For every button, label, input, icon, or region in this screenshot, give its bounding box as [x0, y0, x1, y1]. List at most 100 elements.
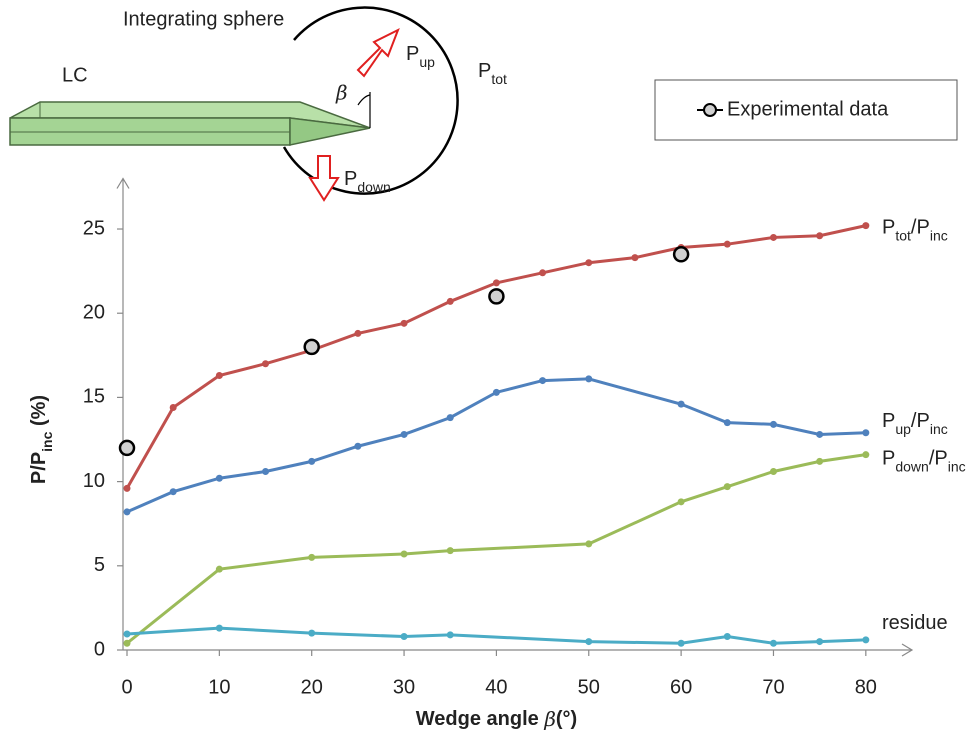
point: [262, 468, 269, 475]
label-part: inc: [930, 420, 948, 436]
legend-marker: [704, 104, 716, 116]
label-part: P: [882, 217, 895, 239]
point: [447, 631, 454, 638]
label-part: Wedge angle: [416, 708, 545, 730]
point: [816, 458, 823, 465]
point: [308, 458, 315, 465]
up-arrow: [358, 30, 398, 76]
chart: Integrating sphere LC β Pup​ Ptot​ Pdown…: [0, 0, 978, 735]
y-tick-label: 20: [83, 301, 105, 323]
point: [770, 421, 777, 428]
point: [585, 540, 592, 547]
x-tick-label: 70: [762, 676, 784, 698]
label-part: /P: [911, 410, 930, 432]
point: [216, 625, 223, 632]
point: [585, 638, 592, 645]
series-line: [127, 379, 866, 512]
label-part: tot: [895, 227, 911, 243]
point: [401, 551, 408, 558]
point: [770, 640, 777, 647]
series-label: residue: [882, 612, 948, 634]
point: [216, 566, 223, 573]
label-part: down: [895, 458, 928, 474]
label-part: P: [406, 43, 419, 65]
point: [401, 320, 408, 327]
point: [124, 508, 131, 515]
label-part: /P: [929, 448, 948, 470]
series-label: Pdown​/Pinc​: [882, 448, 966, 474]
x-tick-label: 50: [578, 676, 600, 698]
experimental-point: [305, 340, 319, 354]
series-label: Ptot​/Pinc​: [882, 217, 948, 243]
label-part: inc: [39, 431, 55, 451]
label-part: tot: [491, 71, 507, 87]
point: [308, 554, 315, 561]
down-arrow: [310, 156, 338, 200]
label-part: inc: [948, 458, 966, 474]
point: [585, 259, 592, 266]
series-line: [127, 628, 866, 643]
label-part: (°): [556, 708, 577, 730]
label-part: down: [357, 179, 390, 195]
sphere: [284, 8, 458, 194]
x-tick-label: 30: [393, 676, 415, 698]
point: [216, 475, 223, 482]
label-part: P: [478, 60, 491, 82]
x-axis-title: Wedge angle β(°): [416, 707, 577, 731]
point: [401, 431, 408, 438]
diagram: Integrating sphere LC β Pup​ Ptot​ Pdown…: [10, 8, 507, 200]
x-tick-label: 10: [208, 676, 230, 698]
experimental-point: [120, 441, 134, 455]
point: [724, 419, 731, 426]
angle-label: β: [335, 81, 348, 105]
tot-label: Ptot​: [478, 60, 507, 86]
sphere-label: Integrating sphere: [123, 8, 284, 30]
point: [862, 636, 869, 643]
point: [124, 485, 131, 492]
label-part: /P: [911, 217, 930, 239]
point: [816, 638, 823, 645]
point: [816, 232, 823, 239]
point: [770, 234, 777, 241]
series-line: [127, 455, 866, 644]
point: [724, 483, 731, 490]
y-tick-label: 15: [83, 386, 105, 408]
point: [678, 401, 685, 408]
down-label: Pdown​: [344, 168, 391, 194]
point: [539, 269, 546, 276]
point: [862, 429, 869, 436]
point: [631, 254, 638, 261]
y-tick-label: 10: [83, 470, 105, 492]
point: [124, 631, 131, 638]
point: [816, 431, 823, 438]
x-tick-label: 80: [855, 676, 877, 698]
point: [585, 375, 592, 382]
x-tick-label: 40: [485, 676, 507, 698]
label-part: P: [882, 448, 895, 470]
point: [170, 404, 177, 411]
label-part: β: [543, 707, 556, 731]
y-tick-label: 0: [94, 638, 105, 660]
point: [401, 633, 408, 640]
angle-arc: [358, 95, 370, 105]
label-part: residue: [882, 612, 948, 634]
series-label: Pup​/Pinc​: [882, 410, 948, 436]
x-tick-label: 0: [121, 676, 132, 698]
point: [539, 377, 546, 384]
point: [124, 640, 131, 647]
point: [354, 330, 361, 337]
label-part: (%): [28, 395, 50, 432]
point: [262, 360, 269, 367]
experimental-point: [674, 247, 688, 261]
label-part: P: [344, 168, 357, 190]
point: [678, 498, 685, 505]
point: [354, 443, 361, 450]
point: [770, 468, 777, 475]
legend-label: Experimental data: [727, 98, 889, 120]
x-tick-label: 60: [670, 676, 692, 698]
label-part: P/P: [28, 452, 50, 484]
y-tick-label: 25: [83, 217, 105, 239]
point: [493, 389, 500, 396]
label-part: up: [419, 54, 435, 70]
experimental-point: [489, 289, 503, 303]
